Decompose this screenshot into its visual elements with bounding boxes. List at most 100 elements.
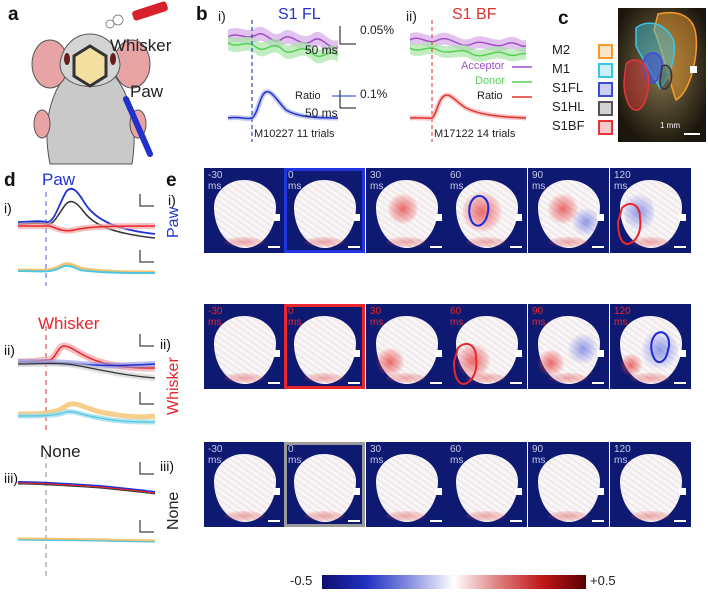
- panel-b-sub-ii: ii): [406, 8, 417, 24]
- panel-a-label: a: [8, 4, 19, 25]
- row-d-label-none: None: [40, 442, 81, 461]
- reference-marker: [515, 488, 522, 495]
- panel-c-label: c: [558, 8, 569, 29]
- scale-bar: [674, 382, 686, 384]
- time-label: 60 ms: [450, 306, 463, 328]
- time-unit: ms: [370, 181, 384, 192]
- activity-spot: [386, 511, 426, 521]
- map-tile: 120 ms: [610, 442, 691, 527]
- reference-marker: [679, 214, 686, 221]
- panel-d-traces: [17, 187, 156, 576]
- map-tile: 0 ms: [284, 168, 365, 253]
- time-unit: ms: [208, 317, 222, 328]
- region-outline: [650, 331, 670, 364]
- mouse-illustration: [31, 1, 168, 165]
- reference-marker: [679, 488, 686, 495]
- map-tile: 0 ms: [284, 442, 365, 527]
- scale-bar: [510, 520, 522, 522]
- activity-spot: [568, 334, 598, 364]
- brain-scale-label: 1 mm: [660, 121, 680, 130]
- legend-acceptor: Acceptor: [461, 60, 505, 72]
- row-d-sub-i: i): [4, 200, 12, 216]
- row-d-label-whisker: Whisker: [38, 314, 100, 333]
- time-label: -30 ms: [208, 444, 222, 466]
- map-tile: 0 ms: [284, 304, 365, 389]
- legend-swatch: [598, 101, 613, 116]
- reference-marker: [515, 214, 522, 221]
- region-outline: [452, 342, 478, 386]
- row-d-sub-iii: iii): [4, 470, 18, 486]
- time-value: -30: [208, 170, 223, 181]
- legend-item-m2: M2: [552, 42, 614, 61]
- time-unit: ms: [288, 181, 302, 192]
- time-value: 30: [370, 170, 382, 181]
- map-tile: 60 ms: [446, 304, 527, 389]
- cortex-mask: [294, 316, 356, 384]
- time-value: -30: [208, 306, 223, 317]
- time-label: 120 ms: [614, 444, 631, 466]
- reference-marker: [353, 488, 360, 495]
- time-label: 60 ms: [450, 444, 463, 466]
- time-unit: ms: [450, 455, 464, 466]
- scale-bottom-value: 0.1%: [360, 87, 388, 101]
- map-tile: -30 ms: [204, 304, 285, 389]
- panel-d-label: d: [4, 170, 16, 191]
- map-tile: 30 ms: [366, 304, 447, 389]
- activity-spot: [304, 511, 344, 521]
- scale-bar: [268, 246, 280, 248]
- activity-spot: [224, 511, 264, 521]
- reference-marker: [353, 350, 360, 357]
- legend-item-label: S1HL: [552, 99, 585, 114]
- time-value: 0: [288, 170, 294, 181]
- time-label: -30 ms: [208, 170, 222, 192]
- caption-i: M10227 11 trials: [254, 128, 335, 140]
- time-value: 90: [532, 444, 544, 455]
- scale-bar: [348, 520, 360, 522]
- time-unit: ms: [532, 181, 546, 192]
- scale-bar: [430, 246, 442, 248]
- legend-swatch: [598, 44, 613, 59]
- legend-item-label: S1BF: [552, 118, 585, 133]
- region-outline: [616, 202, 642, 246]
- scale-bar: [674, 246, 686, 248]
- map-tile: 120 ms: [610, 304, 691, 389]
- activity-texture: [214, 180, 276, 248]
- cortex-mask: [294, 454, 356, 522]
- cortex-mask: [620, 454, 682, 522]
- time-value: 0: [288, 444, 294, 455]
- time-unit: ms: [288, 455, 302, 466]
- cortex-mask: [538, 454, 600, 522]
- time-value: 90: [532, 306, 544, 317]
- reference-marker: [597, 350, 604, 357]
- time-label: 90 ms: [532, 170, 545, 192]
- activity-spot: [620, 354, 642, 376]
- time-unit: ms: [532, 455, 546, 466]
- legend-item-s1fl: S1FL: [552, 80, 614, 99]
- scale-bar: [430, 382, 442, 384]
- legend-item-label: M2: [552, 42, 571, 57]
- panel-b-label: b: [196, 4, 208, 25]
- time-unit: ms: [450, 181, 464, 192]
- scale-bottom-time: 50 ms: [305, 106, 338, 120]
- time-unit: ms: [532, 317, 546, 328]
- legend-donor: Donor: [475, 75, 505, 87]
- activity-spot: [630, 373, 670, 383]
- activity-spot: [304, 237, 344, 247]
- time-value: -30: [208, 444, 223, 455]
- region-outline: [468, 194, 490, 227]
- activity-spot: [538, 350, 564, 376]
- activity-spot: [388, 194, 418, 224]
- reference-marker: [435, 488, 442, 495]
- reference-marker: [515, 350, 522, 357]
- legend-item-s1hl: S1HL: [552, 99, 614, 118]
- time-label: 120 ms: [614, 170, 631, 192]
- colorbar: [322, 575, 586, 589]
- row-d-sub-ii: ii): [4, 342, 15, 358]
- time-value: 30: [370, 444, 382, 455]
- time-unit: ms: [370, 455, 384, 466]
- activity-spot: [386, 373, 426, 383]
- row-e-sub-iii: iii): [160, 458, 174, 474]
- time-label: 30 ms: [370, 306, 383, 328]
- map-tile: 120 ms: [610, 168, 691, 253]
- brain-region-legend: M2 M1 S1FL S1HL S1BF: [552, 42, 614, 137]
